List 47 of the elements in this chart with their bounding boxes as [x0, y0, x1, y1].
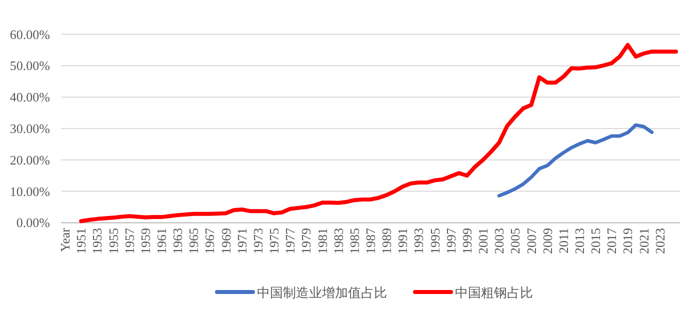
x-tick-label: 2015 [588, 228, 604, 254]
x-tick-label: 1953 [90, 228, 105, 254]
x-tick-label: 1969 [218, 228, 234, 254]
x-tick-label: 1971 [234, 228, 250, 254]
x-tick-label: 1975 [266, 228, 282, 254]
x-tick-label: 1951 [74, 228, 89, 254]
x-tick-label: 1967 [202, 228, 218, 254]
x-tick-label: 1973 [250, 228, 266, 254]
x-tick-label: 1985 [346, 228, 362, 254]
x-tick-label: 1977 [282, 228, 298, 254]
legend-label: 中国制造业增加值占比 [257, 286, 387, 301]
x-tick-label: 1987 [363, 228, 378, 254]
x-tick-label: 2021 [636, 228, 652, 254]
x-tick-label: 1959 [138, 228, 153, 254]
x-tick-label: 2017 [604, 228, 620, 254]
x-tick-label: 1957 [122, 228, 137, 254]
x-tick-label: 1981 [314, 228, 330, 254]
y-tick-label: 50.00% [10, 58, 50, 74]
y-tick-label: 60.00% [10, 26, 50, 42]
y-tick-label: 0.00% [16, 215, 50, 230]
x-tick-label: 1963 [170, 228, 186, 254]
x-tick-label: 1997 [443, 228, 458, 254]
y-tick-label: 20.00% [10, 152, 50, 168]
x-tick-label: 1965 [186, 228, 202, 254]
x-tick-label: 1993 [411, 228, 426, 254]
x-tick-label: 1955 [106, 228, 121, 254]
x-tick-label: 2005 [508, 228, 523, 254]
y-tick-label: 30.00% [10, 121, 50, 136]
x-tick-label: 2003 [492, 228, 507, 254]
x-tick-label: 2019 [620, 228, 636, 254]
x-tick-label: 2011 [556, 228, 571, 254]
x-tick-label: 1983 [330, 228, 346, 254]
y-tick-label: 10.00% [10, 184, 50, 199]
x-tick-label: 2023 [652, 228, 668, 254]
x-tick-label: 2007 [524, 228, 539, 254]
x-tick-label: 1999 [459, 228, 474, 254]
x-tick-label: 1995 [427, 228, 442, 254]
x-tick-label: 1989 [379, 228, 394, 254]
y-tick-label: 40.00% [10, 90, 50, 105]
x-tick-label: 2013 [572, 228, 588, 254]
x-tick-label: 1961 [154, 228, 169, 254]
x-tick-label: Year [58, 227, 73, 252]
x-tick-label: 2009 [540, 228, 555, 254]
x-tick-label: 1991 [395, 228, 410, 254]
x-tick-label: 2001 [476, 228, 491, 254]
x-tick-label: 1979 [298, 228, 314, 254]
legend-label: 中国粗钢占比 [455, 286, 533, 301]
